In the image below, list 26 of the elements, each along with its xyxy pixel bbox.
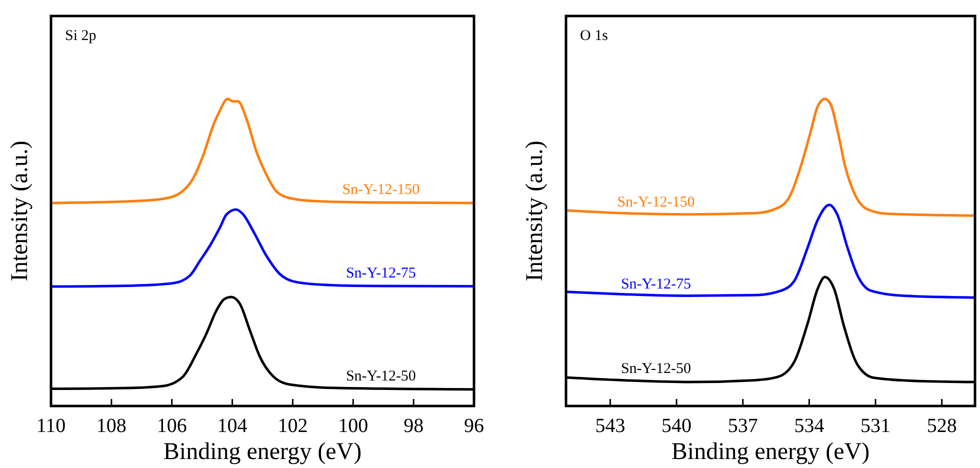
chart-title: O 1s bbox=[580, 28, 608, 44]
y-axis-title: Intensity (a.u.) bbox=[522, 140, 548, 282]
x-tick-label: 108 bbox=[96, 415, 126, 437]
x-axis-title: Binding energy (eV) bbox=[163, 439, 362, 465]
series-label: Sn-Y-12-50 bbox=[620, 361, 691, 378]
x-tick-label: 528 bbox=[926, 415, 957, 437]
chart-title: Si 2p bbox=[65, 28, 96, 44]
series-label: Sn-Y-12-150 bbox=[342, 182, 420, 198]
x-tick-label: 104 bbox=[217, 415, 248, 437]
series-label: Sn-Y-12-50 bbox=[346, 368, 416, 384]
x-tick-label: 102 bbox=[278, 415, 308, 437]
x-tick-label: 98 bbox=[404, 415, 424, 437]
x-tick-label: 531 bbox=[860, 415, 891, 437]
series-label: Sn-Y-12-75 bbox=[346, 266, 416, 282]
x-tick-label: 540 bbox=[662, 415, 692, 437]
x-tick-label: 100 bbox=[338, 415, 368, 437]
series-label: Sn-Y-12-150 bbox=[617, 194, 695, 211]
y-axis-title: Intensity (a.u.) bbox=[7, 140, 33, 282]
x-tick-label: 537 bbox=[728, 415, 758, 437]
x-tick-label: 106 bbox=[156, 415, 187, 437]
series-label: Sn-Y-12-75 bbox=[620, 276, 691, 293]
x-tick-label: 543 bbox=[595, 415, 626, 437]
x-axis-title: Binding energy (eV) bbox=[671, 439, 870, 465]
x-tick-label: 534 bbox=[794, 415, 824, 437]
x-tick-label: 110 bbox=[36, 415, 66, 437]
x-tick-label: 96 bbox=[464, 415, 484, 437]
